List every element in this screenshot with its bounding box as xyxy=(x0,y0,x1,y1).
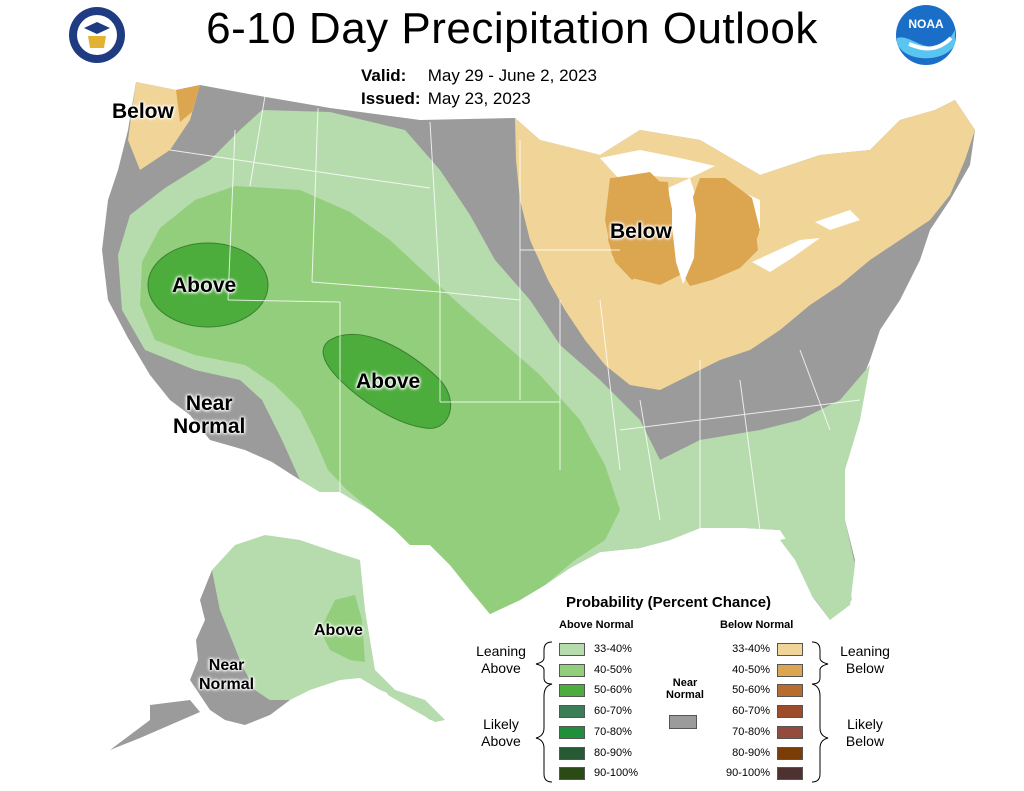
legend-near-header: Near Normal xyxy=(666,677,704,701)
legend-left-braces xyxy=(535,641,553,783)
legend-below-header: Below Normal xyxy=(720,619,794,631)
legend-below-label-6: 90-100% xyxy=(725,767,770,780)
colorado-above-label: Above xyxy=(356,370,421,393)
lake-superior xyxy=(600,150,715,180)
legend-below-swatch-5 xyxy=(777,746,803,760)
legend-below-swatch-3 xyxy=(777,705,803,719)
issued-row: Issued: May 23, 2023 xyxy=(361,89,531,109)
legend-below-label-0: 33-40% xyxy=(732,643,770,655)
nw-below-label: Below xyxy=(112,100,174,123)
legend-above-label-1: 40-50% xyxy=(594,663,632,676)
legend-near-normal-swatch xyxy=(669,715,697,729)
likely-above-group-label: Likely Above xyxy=(481,716,521,749)
legend-above-label-2: 50-60% xyxy=(594,684,632,697)
northwest-below-40-50-region xyxy=(176,85,200,122)
leaning-below-group-label: Leaning Below xyxy=(840,643,890,676)
legend-above-swatch-0 xyxy=(559,643,585,656)
page-title: 6-10 Day Precipitation Outlook xyxy=(206,4,818,53)
issued-value: May 23, 2023 xyxy=(427,89,531,108)
midwest-below-label: Below xyxy=(610,220,672,243)
legend-above-label-6: 90-100% xyxy=(594,767,639,780)
leaning-above-group-label: Leaning Above xyxy=(476,643,526,676)
likely-below-group-label: Likely Below xyxy=(845,716,885,749)
legend-below-swatch-4 xyxy=(777,725,803,739)
valid-label: Valid: xyxy=(361,66,407,85)
legend-above-swatch-5 xyxy=(559,746,585,760)
legend-above-label-4: 70-80% xyxy=(594,725,632,738)
alaska-near-normal-region xyxy=(190,570,290,725)
legend-below-swatch-0 xyxy=(777,643,803,656)
noaa-logo-icon: NOAA xyxy=(896,5,956,65)
legend-below-label-4: 70-80% xyxy=(732,725,770,738)
legend-above-swatch-4 xyxy=(559,725,585,739)
noaa-logo-text: NOAA xyxy=(908,17,944,31)
legend-above-swatch-6 xyxy=(559,767,585,781)
lake-erie-ontario xyxy=(752,210,860,272)
legend-above-label-0: 33-40% xyxy=(594,643,632,655)
legend-above-label-5: 80-90% xyxy=(594,746,632,759)
legend-title: Probability (Percent Chance) xyxy=(566,594,772,611)
legend-above-swatch-3 xyxy=(559,705,585,719)
legend-above-swatch-2 xyxy=(559,684,585,698)
legend-above-swatch-1 xyxy=(559,663,585,677)
legend-right-braces xyxy=(811,641,829,783)
legend-above-header: Above Normal xyxy=(559,619,634,631)
near-normal-label: Near Normal xyxy=(173,392,246,438)
west-above-label: Above xyxy=(172,274,237,297)
alaska-near-normal-label: Near Normal xyxy=(199,657,255,693)
issued-label: Issued: xyxy=(361,89,421,108)
legend-below-swatch-6 xyxy=(777,767,803,781)
legend-below-label-1: 40-50% xyxy=(732,663,770,676)
alaska-above-label: Above xyxy=(314,622,363,639)
state-borders xyxy=(169,95,861,531)
colorado-above-50-60-region xyxy=(322,333,452,429)
valid-value: May 29 - June 2, 2023 xyxy=(427,66,597,85)
legend-below-label-2: 50-60% xyxy=(732,684,770,697)
legend-below-swatch-2 xyxy=(777,684,803,698)
legend-above-label-3: 60-70% xyxy=(594,705,632,718)
legend-below-swatch-1 xyxy=(777,663,803,677)
legend-below-label-3: 60-70% xyxy=(732,705,770,718)
valid-row: Valid: May 29 - June 2, 2023 xyxy=(361,66,597,86)
legend-below-label-5: 80-90% xyxy=(732,746,770,759)
commerce-seal-icon xyxy=(69,7,125,63)
west-above-50-60-region xyxy=(147,242,269,328)
alaska-above-40-50-region xyxy=(320,595,365,662)
